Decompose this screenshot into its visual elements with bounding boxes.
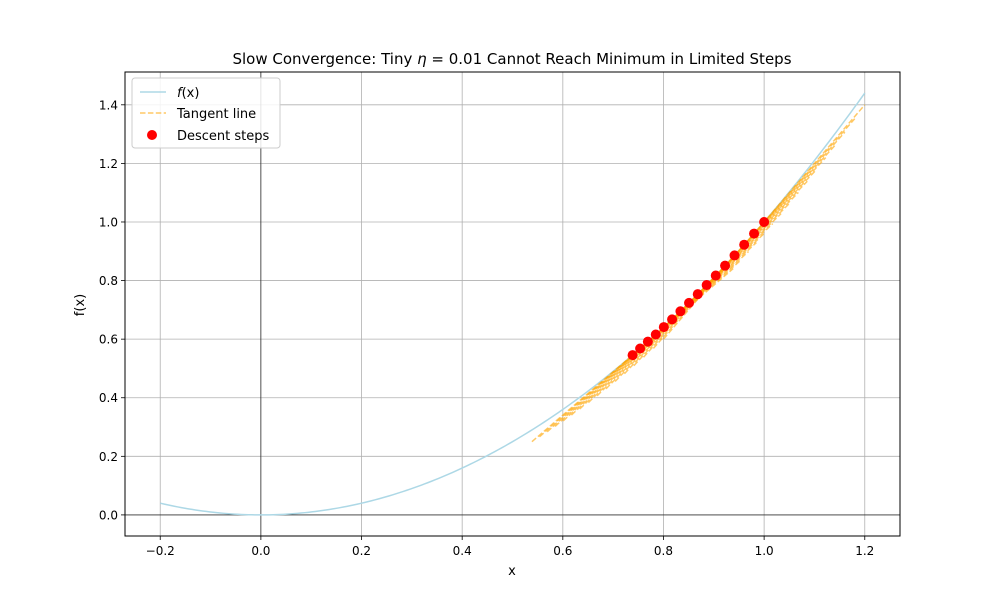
descent-step-point [692, 289, 703, 300]
x-tick-label: 0.2 [352, 544, 371, 558]
x-tick-label: 1.2 [855, 544, 874, 558]
plot-frame [124, 71, 901, 537]
axis-ticks: −0.2 0.0 0.2 0.4 0.6 0.8 1.0 1.2 0.0 0.2 0.4 0.6 0.8… [99, 98, 874, 558]
descent-step-point [759, 216, 770, 227]
y-tick-label: 1.2 [99, 157, 118, 171]
x-tick-label: −0.2 [146, 544, 175, 558]
y-tick-label: 0.6 [99, 333, 118, 347]
descent-step-point [729, 250, 740, 261]
y-tick-label: 0.0 [99, 508, 118, 522]
legend: f(x) Tangent line Descent steps [131, 77, 281, 149]
descent-step-point [635, 343, 646, 354]
legend-function-label: f(x) [177, 86, 199, 101]
legend-descent-swatch [147, 130, 157, 140]
descent-step-point [675, 306, 686, 317]
descent-step-point [710, 270, 721, 281]
descent-step-point [720, 260, 731, 271]
y-axis-label: f(x) [73, 294, 88, 316]
legend-box [131, 77, 281, 149]
chart-title: Slow Convergence: Tiny η = 0.01 Cannot R… [232, 50, 791, 68]
descent-step-point [739, 239, 750, 250]
x-tick-label: 0.8 [654, 544, 673, 558]
legend-descent-label: Descent steps [177, 129, 270, 144]
descent-step-point [658, 322, 669, 333]
descent-step-point [749, 228, 760, 239]
plot-area [160, 92, 866, 516]
descent-step-point [684, 297, 695, 308]
y-tick-label: 0.2 [99, 450, 118, 464]
x-tick-label: 0.0 [251, 544, 270, 558]
x-tick-label: 0.6 [553, 544, 572, 558]
descent-step-point [642, 336, 653, 347]
descent-step-point [701, 280, 712, 291]
descent-step-point [667, 314, 678, 325]
x-tick-label: 1.0 [755, 544, 774, 558]
y-tick-label: 0.8 [99, 274, 118, 288]
x-tick-label: 0.4 [453, 544, 472, 558]
x-axis-label: x [508, 564, 516, 579]
y-tick-label: 1.0 [99, 215, 118, 229]
function-curve [160, 92, 866, 516]
y-tick-label: 1.4 [99, 98, 118, 112]
descent-step-point [627, 350, 638, 361]
legend-tangent-label: Tangent line [176, 107, 256, 122]
y-tick-label: 0.4 [99, 391, 118, 405]
descent-step-point [650, 329, 661, 340]
